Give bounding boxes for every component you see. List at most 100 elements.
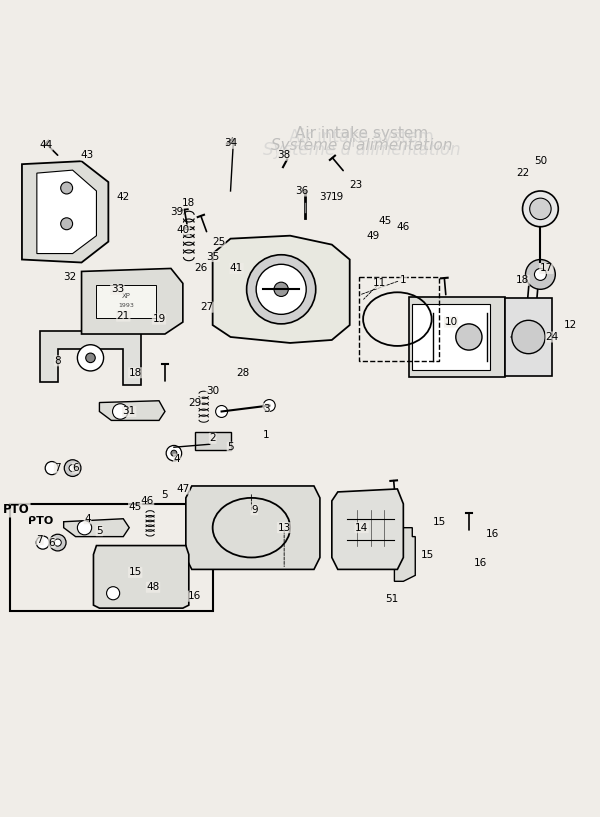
Circle shape xyxy=(113,404,128,419)
Circle shape xyxy=(107,587,119,600)
Text: 23: 23 xyxy=(349,180,362,190)
Text: 18: 18 xyxy=(182,198,196,208)
Text: 50: 50 xyxy=(534,156,547,166)
Text: 29: 29 xyxy=(188,398,202,408)
Text: 49: 49 xyxy=(367,230,380,241)
Text: 48: 48 xyxy=(146,583,160,592)
Text: Système d'alimentation: Système d'alimentation xyxy=(271,137,452,153)
Polygon shape xyxy=(82,269,183,334)
Polygon shape xyxy=(332,489,403,569)
Text: 9: 9 xyxy=(251,505,257,515)
Text: 4: 4 xyxy=(173,454,180,464)
Text: 5: 5 xyxy=(227,442,234,453)
Circle shape xyxy=(54,539,61,546)
Circle shape xyxy=(456,324,482,350)
Text: 11: 11 xyxy=(373,279,386,288)
Text: 40: 40 xyxy=(176,225,190,234)
Circle shape xyxy=(77,345,104,371)
Text: 15: 15 xyxy=(128,567,142,578)
Text: PTO: PTO xyxy=(2,503,29,516)
Text: 14: 14 xyxy=(355,523,368,533)
Text: 1993: 1993 xyxy=(118,303,134,308)
Text: 24: 24 xyxy=(546,332,559,342)
Text: 16: 16 xyxy=(188,592,202,601)
Text: 2: 2 xyxy=(209,433,216,444)
Text: 18: 18 xyxy=(516,275,529,285)
Circle shape xyxy=(247,255,316,324)
Circle shape xyxy=(274,282,289,297)
Circle shape xyxy=(215,405,227,417)
Bar xyxy=(195,432,230,450)
Text: 51: 51 xyxy=(385,594,398,605)
Circle shape xyxy=(166,445,182,461)
Circle shape xyxy=(69,465,76,471)
Text: 26: 26 xyxy=(194,263,208,274)
Text: 27: 27 xyxy=(200,302,214,312)
Circle shape xyxy=(523,191,558,227)
Circle shape xyxy=(256,264,306,315)
Text: 30: 30 xyxy=(206,386,219,395)
Text: 46: 46 xyxy=(397,221,410,232)
Text: 33: 33 xyxy=(110,284,124,294)
Text: 17: 17 xyxy=(540,263,553,274)
Text: 43: 43 xyxy=(81,150,94,160)
Text: XP: XP xyxy=(122,293,131,299)
Text: 3: 3 xyxy=(263,404,269,413)
Text: 1: 1 xyxy=(400,275,407,285)
Polygon shape xyxy=(37,170,97,253)
Polygon shape xyxy=(212,235,350,343)
Text: PTO: PTO xyxy=(28,516,53,526)
Bar xyxy=(409,297,505,377)
Bar xyxy=(97,285,156,318)
Text: 16: 16 xyxy=(474,559,487,569)
Text: 36: 36 xyxy=(295,186,308,196)
Bar xyxy=(505,298,553,376)
Text: 45: 45 xyxy=(379,216,392,225)
Circle shape xyxy=(535,269,547,280)
Text: 35: 35 xyxy=(206,252,219,261)
Text: 8: 8 xyxy=(55,356,61,366)
Circle shape xyxy=(526,260,556,289)
Polygon shape xyxy=(64,519,129,537)
Circle shape xyxy=(171,450,177,456)
Circle shape xyxy=(530,199,551,220)
Text: Air intake system: Air intake system xyxy=(289,128,434,146)
Text: 6: 6 xyxy=(72,463,79,473)
Polygon shape xyxy=(344,528,415,582)
Text: Système d'alimentation: Système d'alimentation xyxy=(263,140,460,158)
Text: 7: 7 xyxy=(37,534,43,545)
Text: 47: 47 xyxy=(176,484,190,494)
Text: 39: 39 xyxy=(170,207,184,217)
Text: 4: 4 xyxy=(84,514,91,524)
Polygon shape xyxy=(94,546,189,608)
Text: 28: 28 xyxy=(236,368,249,377)
Text: 46: 46 xyxy=(140,496,154,506)
Text: 5: 5 xyxy=(161,490,168,500)
Circle shape xyxy=(64,460,81,476)
Text: 22: 22 xyxy=(516,168,529,178)
Text: 6: 6 xyxy=(49,538,55,547)
Text: 38: 38 xyxy=(278,150,291,160)
Text: 31: 31 xyxy=(122,407,136,417)
Text: 10: 10 xyxy=(445,317,458,327)
Text: 12: 12 xyxy=(563,320,577,330)
Text: Air intake system: Air intake system xyxy=(295,126,428,141)
Text: 13: 13 xyxy=(278,523,291,533)
Circle shape xyxy=(263,400,275,412)
Text: 15: 15 xyxy=(433,516,446,527)
Polygon shape xyxy=(186,486,320,569)
Circle shape xyxy=(61,218,73,230)
Circle shape xyxy=(36,536,49,549)
Text: 37: 37 xyxy=(319,192,332,202)
Circle shape xyxy=(77,520,92,535)
Circle shape xyxy=(45,462,58,475)
Bar xyxy=(412,304,490,370)
Text: 5: 5 xyxy=(96,525,103,536)
Text: 34: 34 xyxy=(224,138,237,149)
Circle shape xyxy=(49,534,66,551)
Polygon shape xyxy=(40,331,141,385)
Text: 41: 41 xyxy=(230,263,243,274)
Text: 16: 16 xyxy=(486,529,499,538)
Text: 42: 42 xyxy=(116,192,130,202)
Text: 44: 44 xyxy=(39,140,52,150)
